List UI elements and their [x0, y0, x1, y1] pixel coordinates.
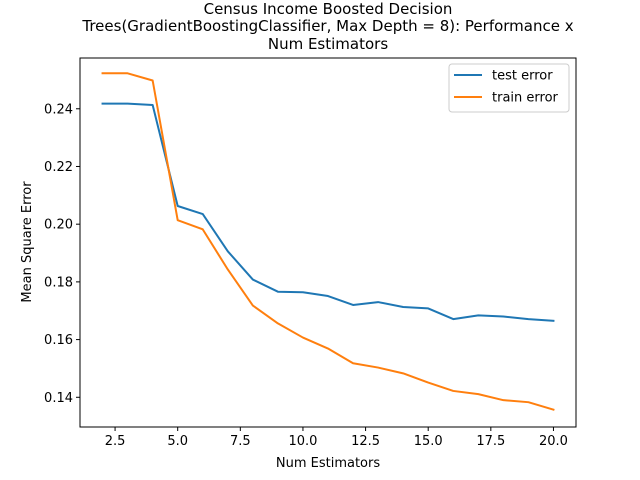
x-tick-label: 20.0 — [539, 434, 568, 449]
legend: test error train error — [448, 63, 570, 113]
y-axis: 0.14 0.16 0.18 0.20 0.22 0.24 — [44, 102, 80, 406]
y-tick-label: 0.22 — [44, 160, 73, 175]
plot-area — [79, 57, 577, 428]
x-axis-label: Num Estimators — [276, 456, 380, 471]
y-tick-label: 0.24 — [44, 102, 73, 117]
chart-title-line-2: Trees(GradientBoostingClassifier, Max De… — [81, 17, 573, 35]
y-tick-label: 0.20 — [44, 218, 73, 233]
y-tick-label: 0.14 — [44, 391, 73, 406]
chart-title-line-1: Census Income Boosted Decision — [204, 0, 453, 18]
x-tick-label: 7.5 — [230, 434, 251, 449]
legend-label-test-error: test error — [492, 69, 553, 84]
axes-frame — [79, 57, 577, 428]
x-tick-label: 10.0 — [288, 434, 317, 449]
x-tick-label: 17.5 — [476, 434, 505, 449]
x-axis: 2.5 5.0 7.5 10.0 12.5 15.0 17.5 20.0 — [105, 427, 568, 449]
chart-title-line-3: Num Estimators — [268, 35, 388, 53]
y-tick-label: 0.16 — [44, 333, 73, 348]
chart-title: Census Income Boosted Decision Trees(Gra… — [81, 0, 573, 53]
series-lines — [101, 72, 555, 411]
x-tick-label: 12.5 — [351, 434, 380, 449]
legend-label-train-error: train error — [492, 91, 559, 106]
x-tick-label: 2.5 — [105, 434, 126, 449]
y-axis-label: Mean Square Error — [20, 181, 35, 303]
x-tick-label: 15.0 — [414, 434, 443, 449]
series-line-train-error — [101, 72, 555, 411]
series-line-test-error — [101, 102, 555, 322]
x-tick-label: 5.0 — [167, 434, 188, 449]
y-tick-label: 0.18 — [44, 275, 73, 290]
